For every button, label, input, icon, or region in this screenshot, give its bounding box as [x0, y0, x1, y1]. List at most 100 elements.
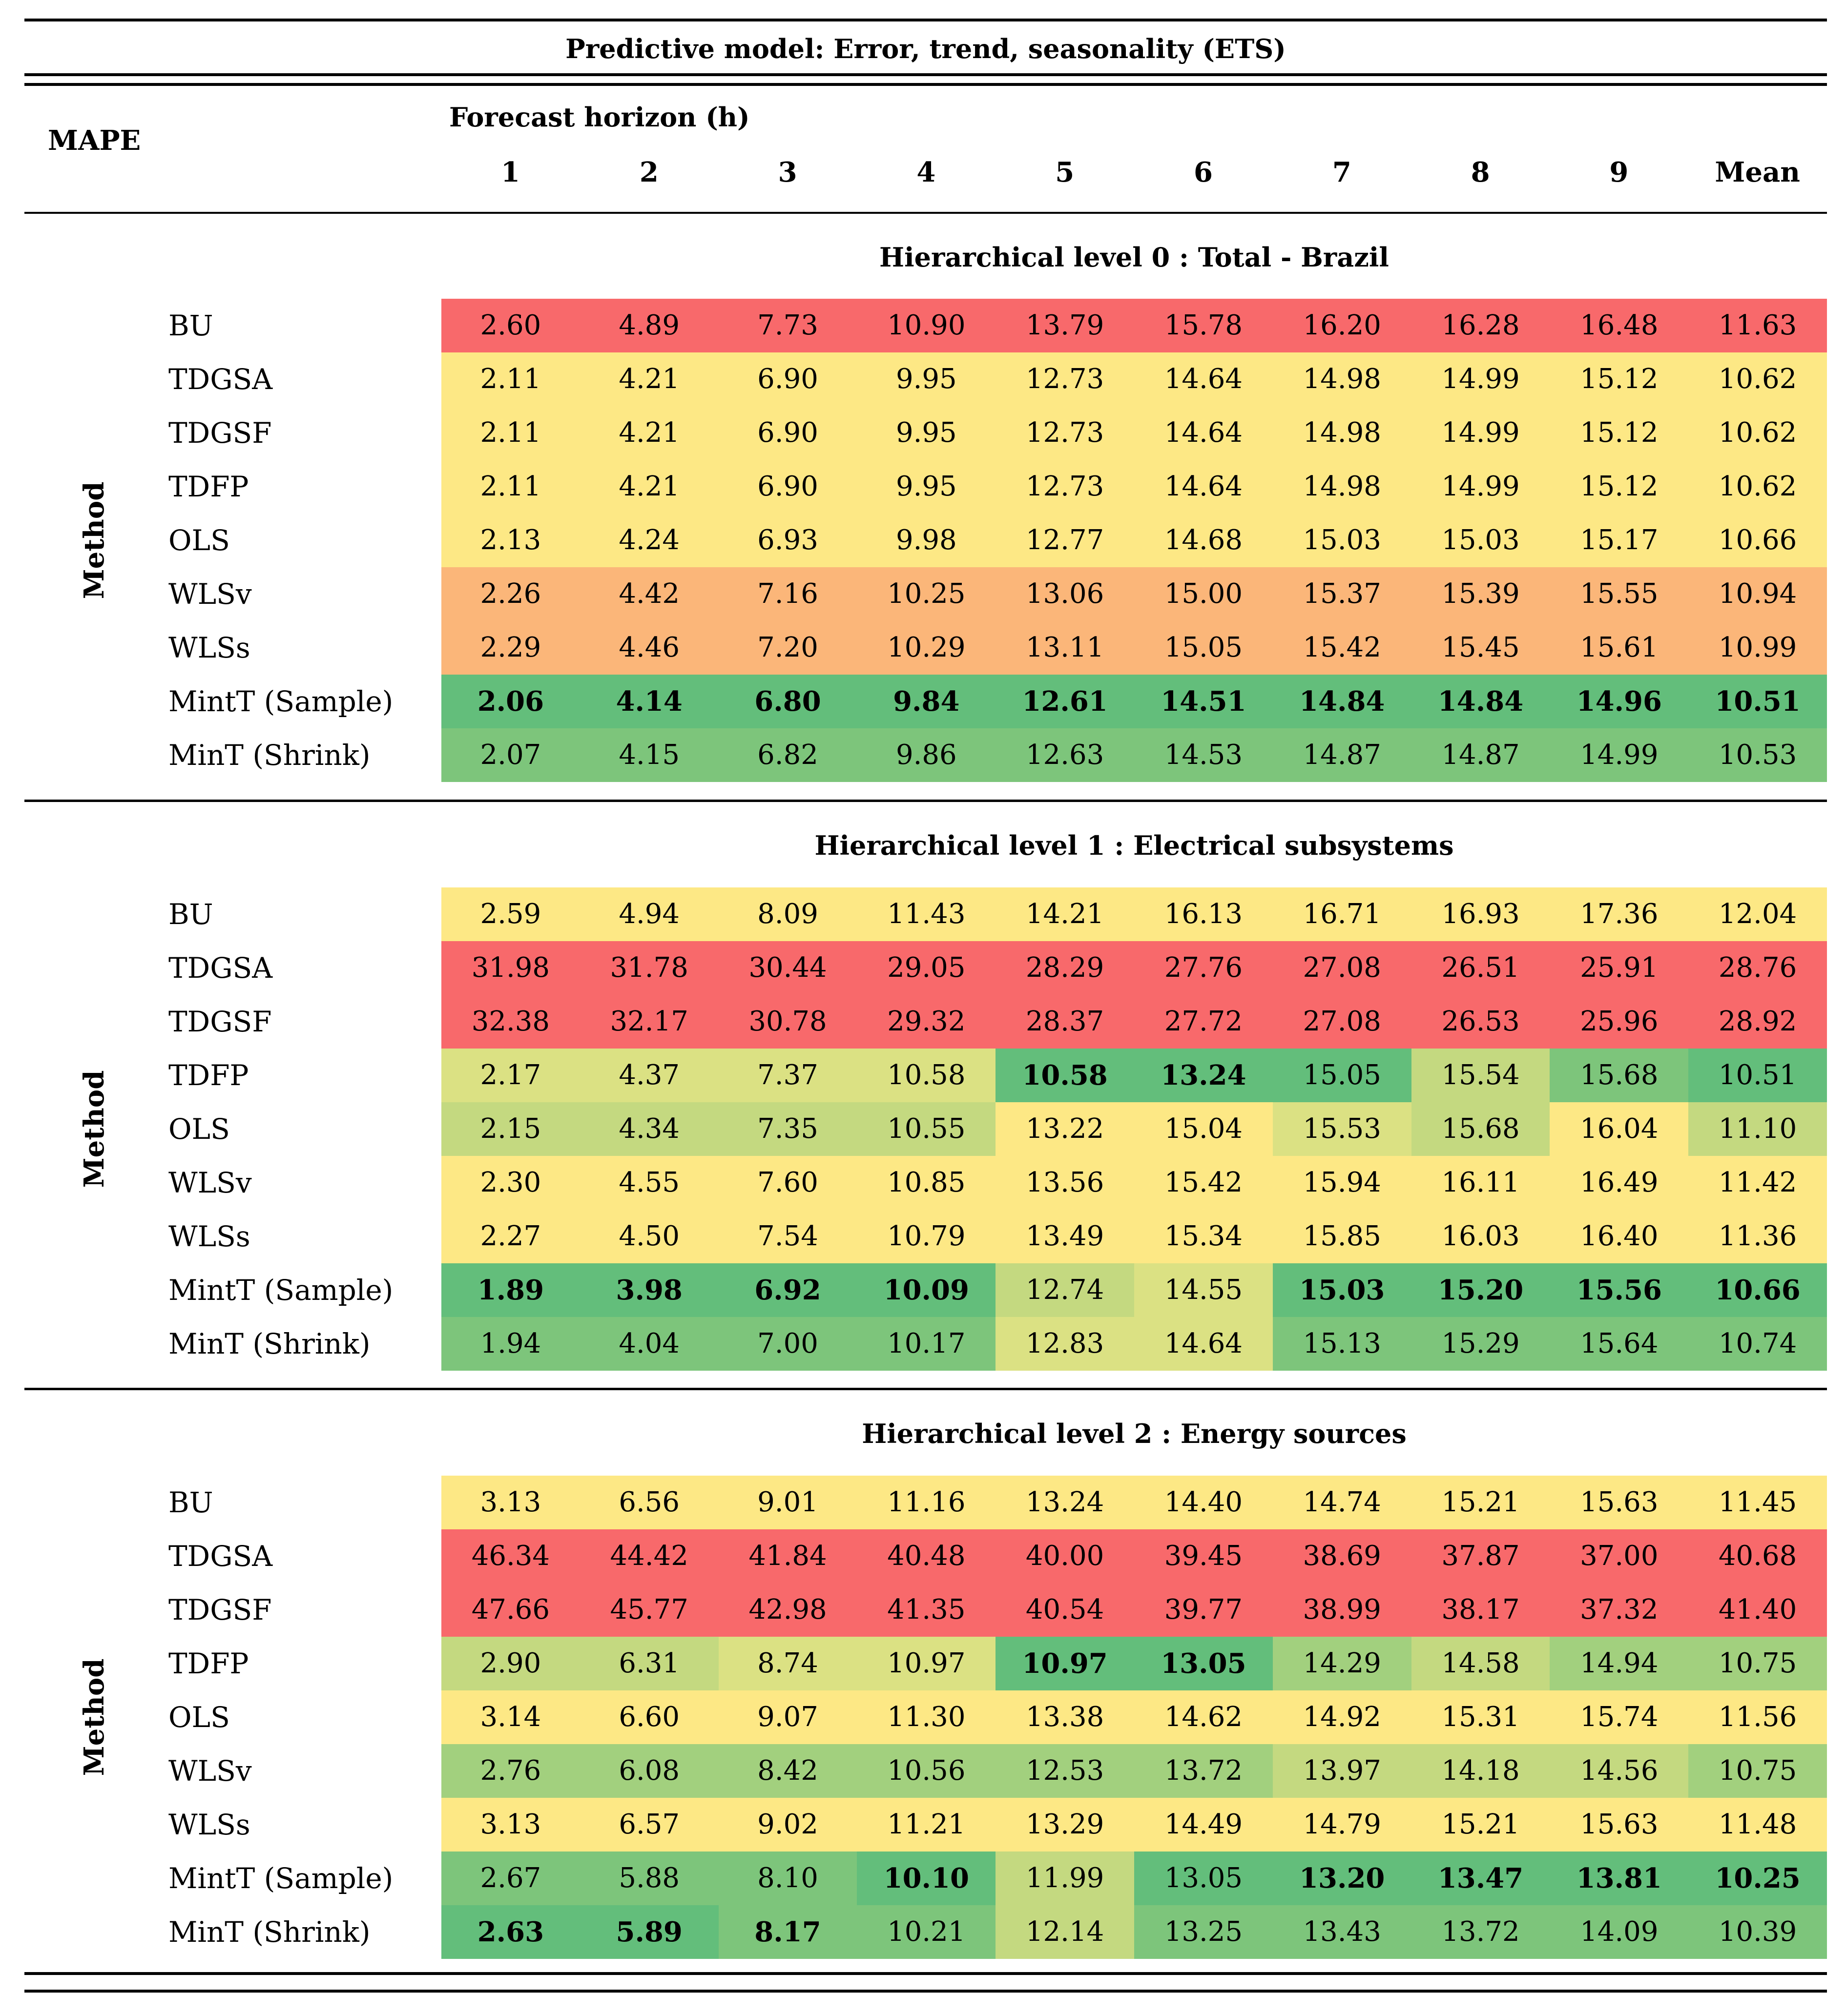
table-cell: 26.51	[1411, 941, 1550, 995]
table-cell: 4.50	[580, 1210, 719, 1263]
table-cell: 16.40	[1550, 1210, 1689, 1263]
table-cell: 13.43	[1272, 1905, 1411, 1959]
table-title: Predictive model: Error, trend, seasonal…	[565, 33, 1286, 64]
table-cell: 11.63	[1688, 299, 1827, 352]
table-cell: 12.14	[996, 1905, 1134, 1959]
table-cell: 29.32	[857, 995, 996, 1049]
table-cell: 9.07	[718, 1690, 857, 1744]
table-cell: 14.84	[1411, 675, 1550, 728]
table-cell: 14.09	[1550, 1905, 1689, 1959]
table-cell: 15.42	[1272, 621, 1411, 675]
table-cell: 32.38	[441, 995, 580, 1049]
level-0-row-label: TDGSF	[168, 416, 272, 450]
table-cell: 15.31	[1411, 1690, 1550, 1744]
table-cell: 2.13	[441, 514, 580, 567]
table-cell: 7.00	[718, 1317, 857, 1371]
table-cell: 15.94	[1272, 1156, 1411, 1210]
table-cell: 14.98	[1272, 406, 1411, 460]
table-cell: 12.74	[996, 1263, 1134, 1317]
table-cell: 13.06	[996, 567, 1134, 621]
title-double-rule-1	[24, 73, 1827, 76]
table-row: 2.17 4.37 7.37 10.58 10.58 13.24 15.05 15.54 15.…	[441, 1049, 1827, 1102]
table-cell: 39.77	[1134, 1583, 1273, 1637]
table-cell: 13.72	[1411, 1905, 1550, 1959]
table-row: 2.15 4.34 7.35 10.55 13.22 15.04 15.53 15.68 16.…	[441, 1102, 1827, 1156]
table-cell: 13.11	[996, 621, 1134, 675]
table-cell: 38.99	[1272, 1583, 1411, 1637]
table-cell: 6.60	[580, 1690, 719, 1744]
table-cell: 1.89	[441, 1263, 580, 1317]
table-cell: 13.38	[996, 1690, 1134, 1744]
level-2-row-label: TDFP	[168, 1647, 249, 1680]
table-cell: 14.64	[1134, 1317, 1273, 1371]
table-cell: 29.05	[857, 941, 996, 995]
table-cell: 9.95	[857, 352, 996, 406]
table-cell: 11.21	[857, 1798, 996, 1851]
table-row: 2.59 4.94 8.09 11.43 14.21 16.13 16.71 16.93 17.…	[441, 887, 1827, 941]
level-separator-rule	[24, 1388, 1827, 1390]
table-row: 2.13 4.24 6.93 9.98 12.77 14.68 15.03 15.03 15.1…	[441, 514, 1827, 567]
column-header-h1: 1	[501, 156, 520, 188]
table-row: 47.66 45.77 42.98 41.35 40.54 39.77 38.99 38.17…	[441, 1583, 1827, 1637]
table-cell: 10.74	[1688, 1317, 1827, 1371]
table-cell: 14.56	[1550, 1744, 1689, 1798]
table-cell: 15.21	[1411, 1476, 1550, 1529]
table-row: 2.63 5.89 8.17 10.21 12.14 13.25 13.43 13.72 14.…	[441, 1905, 1827, 1959]
table-cell: 13.05	[1134, 1851, 1273, 1905]
table-cell: 4.46	[580, 621, 719, 675]
table-cell: 14.40	[1134, 1476, 1273, 1529]
table-cell: 13.20	[1272, 1851, 1411, 1905]
table-cell: 41.84	[718, 1529, 857, 1583]
table-cell: 14.92	[1272, 1690, 1411, 1744]
table-cell: 10.97	[996, 1637, 1134, 1690]
table-cell: 13.49	[996, 1210, 1134, 1263]
table-cell: 2.29	[441, 621, 580, 675]
table-cell: 6.80	[718, 675, 857, 728]
level-1-method-label: Method	[78, 1070, 110, 1188]
level-2-row-label: WLSv	[168, 1754, 252, 1788]
table-cell: 15.12	[1550, 352, 1689, 406]
table-cell: 14.68	[1134, 514, 1273, 567]
table-cell: 30.78	[718, 995, 857, 1049]
table-cell: 4.15	[580, 728, 719, 782]
table-cell: 13.81	[1550, 1851, 1689, 1905]
level-0-row-label: TDGSA	[168, 363, 273, 396]
table-cell: 10.25	[857, 567, 996, 621]
table-cell: 47.66	[441, 1583, 580, 1637]
table-cell: 38.17	[1411, 1583, 1550, 1637]
table-cell: 14.21	[996, 887, 1134, 941]
column-header-h6: 6	[1194, 156, 1213, 188]
table-cell: 15.42	[1134, 1156, 1273, 1210]
table-cell: 17.36	[1550, 887, 1689, 941]
table-cell: 8.74	[718, 1637, 857, 1690]
level-0-row-label: MintT (Sample)	[168, 685, 394, 718]
table-cell: 5.88	[580, 1851, 719, 1905]
table-cell: 12.73	[996, 460, 1134, 514]
table-cell: 10.85	[857, 1156, 996, 1210]
table-cell: 12.83	[996, 1317, 1134, 1371]
table-cell: 13.05	[1134, 1637, 1273, 1690]
table-cell: 32.17	[580, 995, 719, 1049]
column-header-h8: 8	[1471, 156, 1490, 188]
table-cell: 4.24	[580, 514, 719, 567]
table-cell: 37.87	[1411, 1529, 1550, 1583]
table-cell: 6.31	[580, 1637, 719, 1690]
table-cell: 2.11	[441, 406, 580, 460]
table-row: 2.29 4.46 7.20 10.29 13.11 15.05 15.42 15.45 15.…	[441, 621, 1827, 675]
table-cell: 26.53	[1411, 995, 1550, 1049]
table-cell: 14.99	[1411, 406, 1550, 460]
header-bottom-rule	[24, 212, 1827, 214]
table-cell: 11.42	[1688, 1156, 1827, 1210]
table-cell: 15.03	[1272, 1263, 1411, 1317]
table-cell: 16.04	[1550, 1102, 1689, 1156]
table-cell: 7.37	[718, 1049, 857, 1102]
table-cell: 15.29	[1411, 1317, 1550, 1371]
table-cell: 15.04	[1134, 1102, 1273, 1156]
level-2-row-label: MintT (Sample)	[168, 1862, 394, 1895]
table-cell: 11.43	[857, 887, 996, 941]
table-cell: 16.48	[1550, 299, 1689, 352]
table-cell: 27.76	[1134, 941, 1273, 995]
table-cell: 13.79	[996, 299, 1134, 352]
table-cell: 10.21	[857, 1905, 996, 1959]
table-cell: 40.00	[996, 1529, 1134, 1583]
